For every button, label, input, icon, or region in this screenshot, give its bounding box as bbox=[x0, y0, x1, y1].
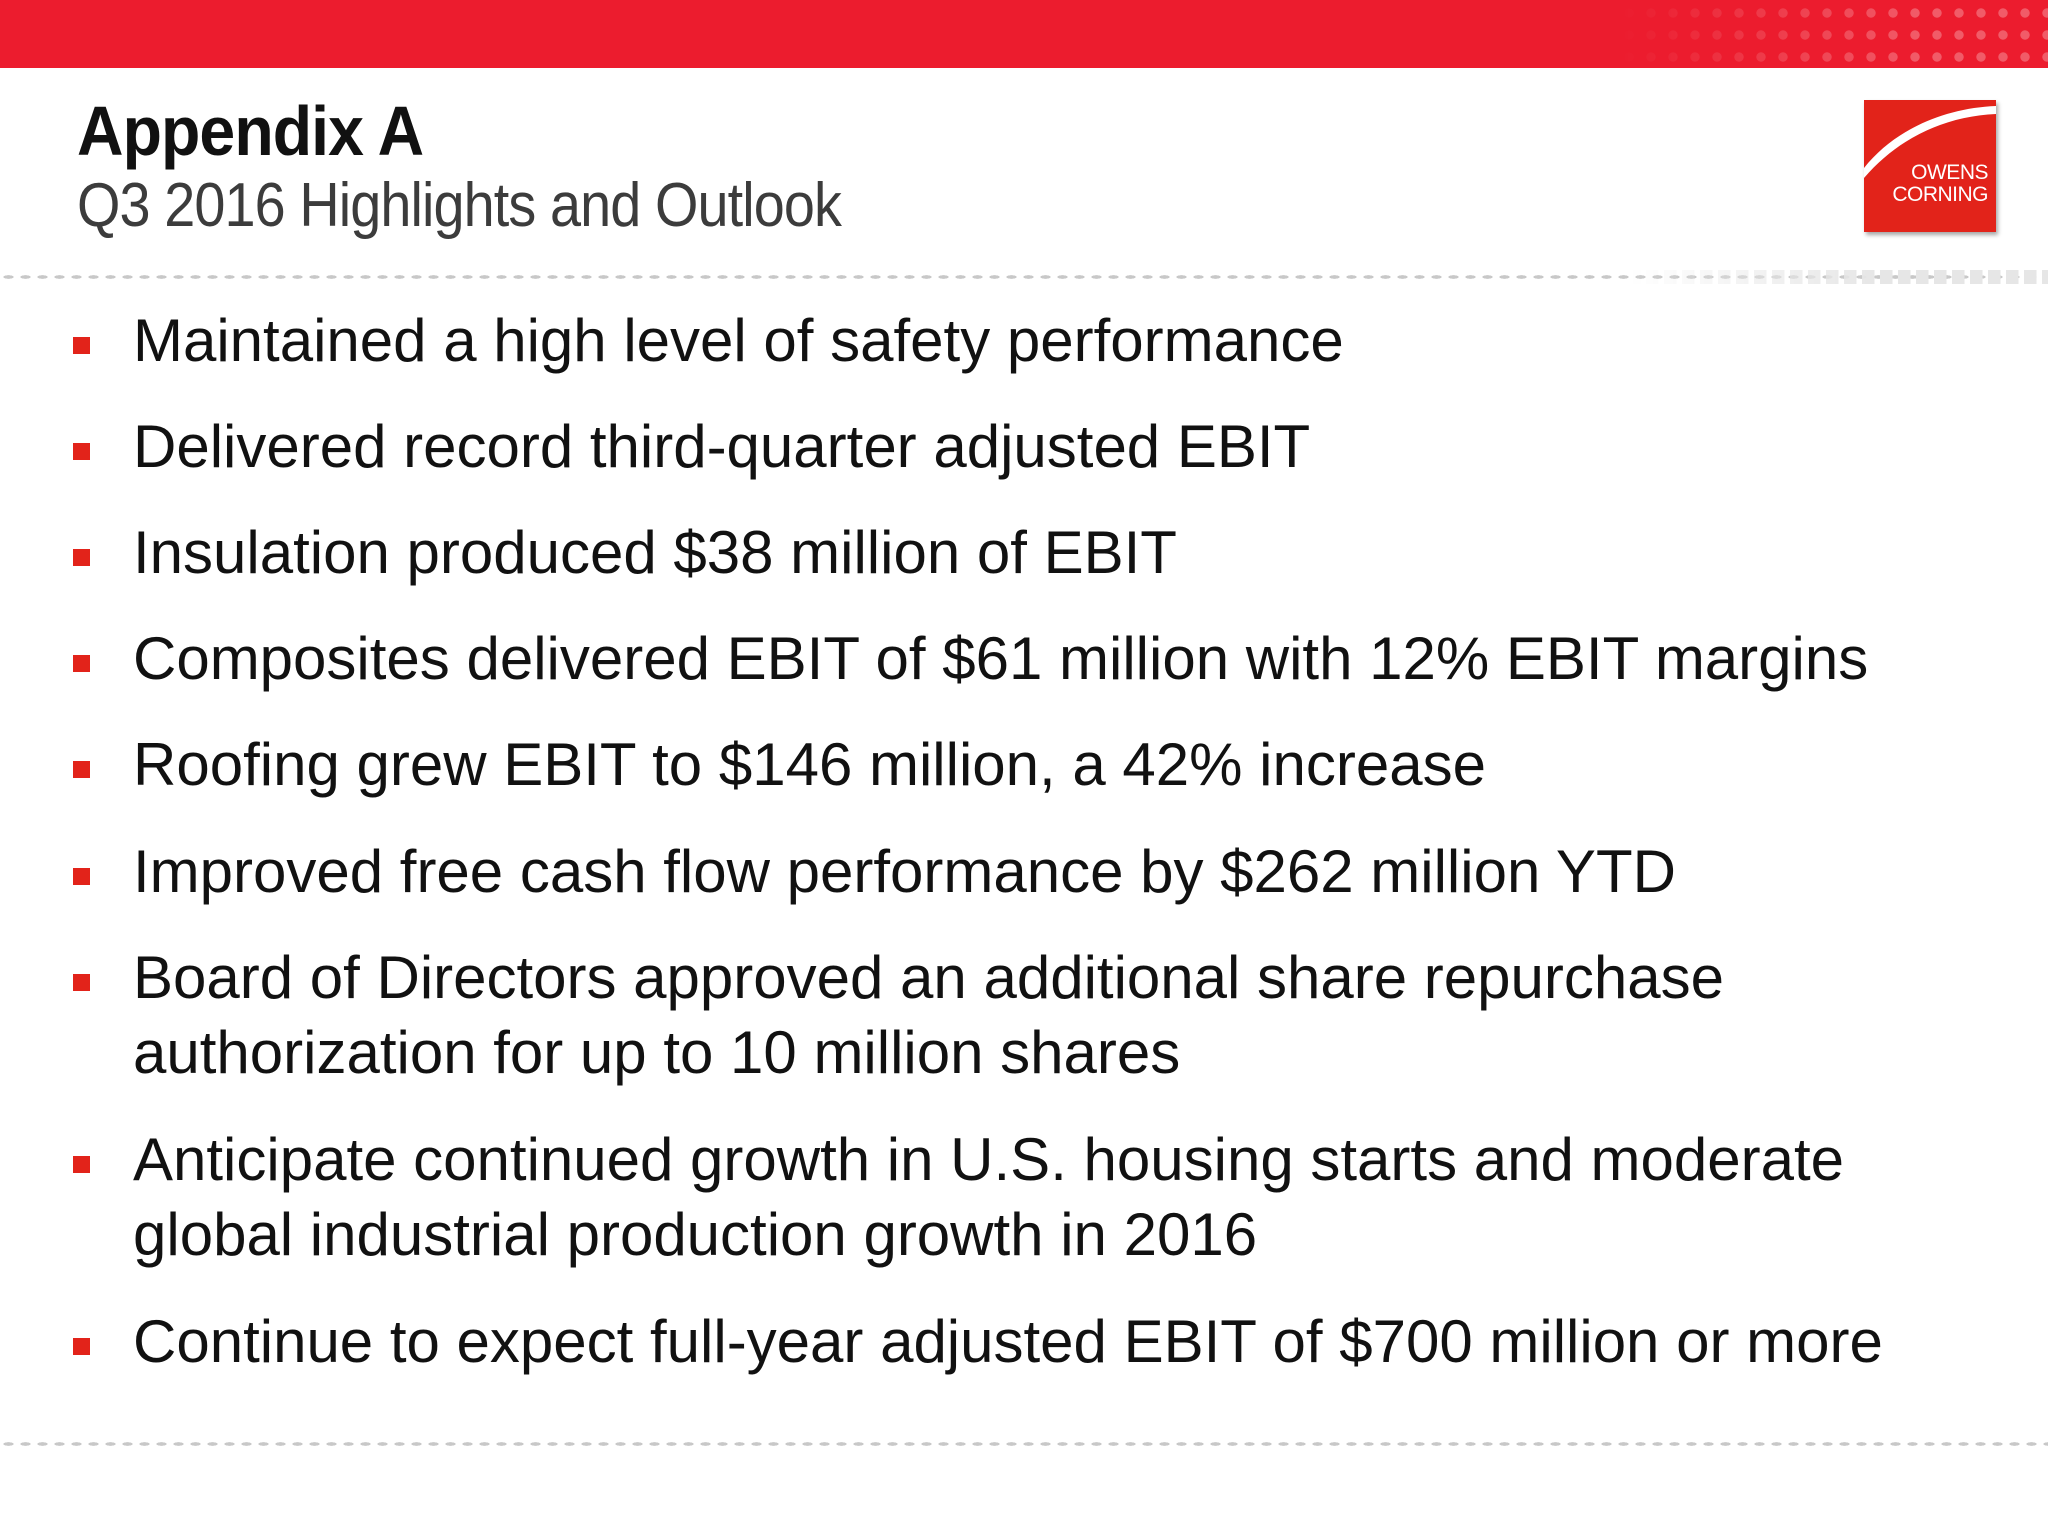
list-item-text: Anticipate continued growth in U.S. hous… bbox=[133, 1126, 1844, 1268]
page-title: Appendix A bbox=[77, 92, 424, 170]
page-subtitle: Q3 2016 Highlights and Outlook bbox=[77, 171, 842, 240]
owens-corning-logo: OWENS CORNING bbox=[1864, 100, 1996, 232]
bullet-square-icon bbox=[73, 761, 90, 778]
bullet-square-icon bbox=[73, 1338, 90, 1355]
list-item-text: Board of Directors approved an additiona… bbox=[133, 944, 1724, 1086]
logo-swoosh-icon bbox=[1864, 106, 1996, 178]
list-item-text: Roofing grew EBIT to $146 million, a 42%… bbox=[133, 731, 1486, 798]
list-item-text: Maintained a high level of safety perfor… bbox=[133, 307, 1344, 374]
list-item-text: Composites delivered EBIT of $61 million… bbox=[133, 625, 1869, 692]
bullet-square-icon bbox=[73, 974, 90, 991]
bullet-square-icon bbox=[73, 1156, 90, 1173]
bullet-square-icon bbox=[73, 655, 90, 672]
bullet-square-icon bbox=[73, 868, 90, 885]
bullet-square-icon bbox=[73, 337, 90, 354]
logo-line-1: OWENS bbox=[1911, 161, 1988, 184]
header-divider-accent bbox=[1628, 270, 2048, 284]
header-divider bbox=[0, 274, 2048, 280]
list-item-text: Improved free cash flow performance by $… bbox=[133, 838, 1676, 905]
list-item-text: Continue to expect full-year adjusted EB… bbox=[133, 1308, 1883, 1375]
list-item-text: Insulation produced $38 million of EBIT bbox=[133, 519, 1177, 586]
header-accent-bar bbox=[0, 0, 2048, 68]
footer-divider bbox=[0, 1441, 2048, 1447]
bullet-square-icon bbox=[73, 443, 90, 460]
logo-line-2: CORNING bbox=[1892, 183, 1988, 206]
header-dot-pattern bbox=[1618, 0, 2048, 68]
list-item-text: Delivered record third-quarter adjusted … bbox=[133, 413, 1311, 480]
logo-wordmark: OWENS CORNING bbox=[1892, 162, 1988, 206]
bullet-square-icon bbox=[73, 549, 90, 566]
